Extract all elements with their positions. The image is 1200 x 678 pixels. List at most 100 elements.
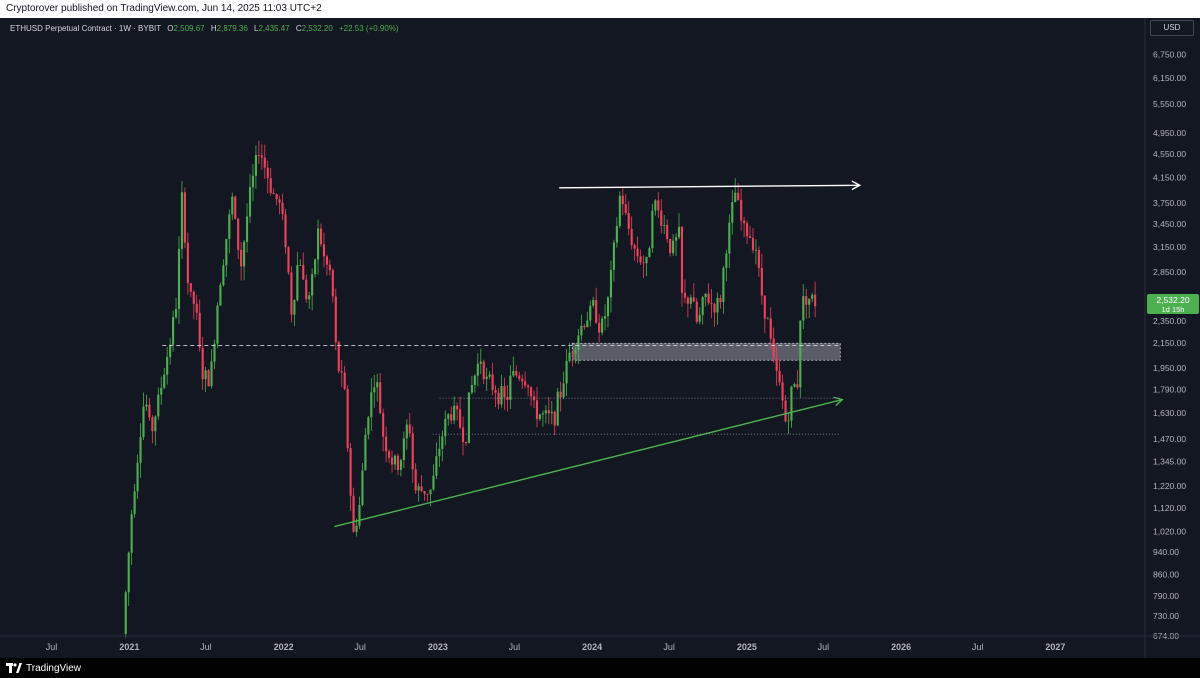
candle-body xyxy=(231,196,234,215)
candle-body xyxy=(157,394,160,417)
time-tick-label: Jul xyxy=(818,642,830,652)
candle-body xyxy=(148,404,151,418)
candle-body xyxy=(459,409,462,428)
candle-body xyxy=(535,400,539,420)
candle-body xyxy=(763,295,766,319)
candle-body xyxy=(399,460,402,470)
candle-body xyxy=(728,222,731,254)
time-tick-label: Jul xyxy=(663,642,675,652)
candle-body xyxy=(603,316,607,319)
candle-body xyxy=(355,525,358,532)
candle-body xyxy=(630,228,633,246)
candle-body xyxy=(512,371,515,376)
candle-body xyxy=(485,376,488,380)
candle-body xyxy=(314,259,317,275)
last-price-badge xyxy=(1147,293,1199,314)
candle-body xyxy=(210,361,213,387)
candle-body xyxy=(615,225,618,243)
candle-body xyxy=(346,389,349,449)
chart-area[interactable]: 7,500.006,750.006,150.005,550.004,950.00… xyxy=(0,18,1200,658)
candle-body xyxy=(772,338,775,359)
footer-brand: TradingView xyxy=(26,662,82,674)
candle-body xyxy=(532,396,536,401)
candle-body xyxy=(195,303,198,313)
time-axis: Jul 2021 Jul 2022 Jul 2023 Jul 2024 Jul 2025 Jul 20… xyxy=(0,635,1200,652)
candle-body xyxy=(423,491,426,494)
support-trendline[interactable] xyxy=(334,398,843,528)
candle-body xyxy=(228,214,231,239)
candle-body xyxy=(568,352,571,362)
candle-body xyxy=(527,385,530,388)
price-tick-label: 4,150.00 xyxy=(1153,172,1186,182)
candle-body xyxy=(180,192,184,249)
candle-body xyxy=(408,424,411,434)
candle-body xyxy=(142,406,145,438)
candle-body xyxy=(651,210,654,249)
candle-body xyxy=(751,237,755,251)
candle-body xyxy=(689,297,692,304)
candle-body xyxy=(695,301,698,322)
open-value: 2,509.67 xyxy=(173,24,205,33)
price-tick-label: 1,950.00 xyxy=(1153,363,1186,373)
time-tick-label: 2023 xyxy=(428,642,448,652)
candle-body xyxy=(775,358,778,371)
candle-body xyxy=(393,455,397,465)
candle-body xyxy=(550,411,553,414)
candle-body xyxy=(275,194,278,200)
candle-body xyxy=(518,375,521,379)
price-tick-label: 1,345.00 xyxy=(1153,457,1186,467)
candle-body xyxy=(624,204,627,213)
candle-body xyxy=(293,300,296,315)
resistance-line[interactable] xyxy=(559,184,860,189)
symbol-name: ETHUSD Perpetual Contract · 1W · BYBIT xyxy=(10,24,162,33)
change-value: +22.53 (+0.90%) xyxy=(339,24,399,33)
candle-body xyxy=(802,296,805,321)
price-tick-label: 3,450.00 xyxy=(1153,219,1186,229)
close-label: C xyxy=(295,24,302,33)
candle-body xyxy=(367,417,370,435)
price-chart[interactable]: 7,500.006,750.006,150.005,550.004,950.00… xyxy=(0,18,1200,658)
candle-body xyxy=(497,392,500,405)
candle-body xyxy=(479,361,482,364)
candle-body xyxy=(692,297,695,302)
candle-body xyxy=(337,342,340,372)
candle-body xyxy=(376,382,379,388)
candle-body xyxy=(494,390,497,393)
candle-body xyxy=(811,294,814,299)
candle-body xyxy=(237,218,240,250)
candle-body xyxy=(411,433,414,470)
time-tick-label: Jul xyxy=(200,642,212,652)
price-tick-label: 1,220.00 xyxy=(1153,481,1186,491)
candle-body xyxy=(245,216,249,242)
bar-countdown-text: 1d 15h xyxy=(1162,305,1185,314)
candle-body xyxy=(163,374,166,388)
candle-body xyxy=(556,391,559,426)
candle-body xyxy=(672,240,675,254)
time-tick-label: Jul xyxy=(46,642,58,652)
candle-body xyxy=(302,264,305,280)
candle-body xyxy=(278,199,281,203)
candle-body xyxy=(213,343,216,362)
footer-bar: TradingView xyxy=(0,658,1200,678)
candle-body xyxy=(364,434,367,471)
candle-body xyxy=(243,241,246,267)
candle-body xyxy=(541,413,544,415)
time-tick-label: Jul xyxy=(972,642,984,652)
time-tick-label: 2027 xyxy=(1045,642,1065,652)
candle-body xyxy=(127,552,130,593)
candle-body xyxy=(680,226,684,293)
candle-body xyxy=(130,514,133,553)
candle-body xyxy=(621,195,624,205)
candle-body xyxy=(769,318,772,339)
time-tick-label: 2026 xyxy=(891,642,911,652)
candle-body xyxy=(778,370,781,383)
close-value: 2,532.20 xyxy=(301,24,333,33)
candle-body xyxy=(580,325,583,336)
candle-body xyxy=(358,504,361,526)
candle-body xyxy=(154,416,157,432)
candle-body xyxy=(260,155,263,158)
candle-body xyxy=(453,405,456,421)
price-axis-panel[interactable] xyxy=(1145,18,1200,658)
currency-button[interactable]: USD xyxy=(1150,20,1194,36)
candle-body xyxy=(598,322,601,333)
